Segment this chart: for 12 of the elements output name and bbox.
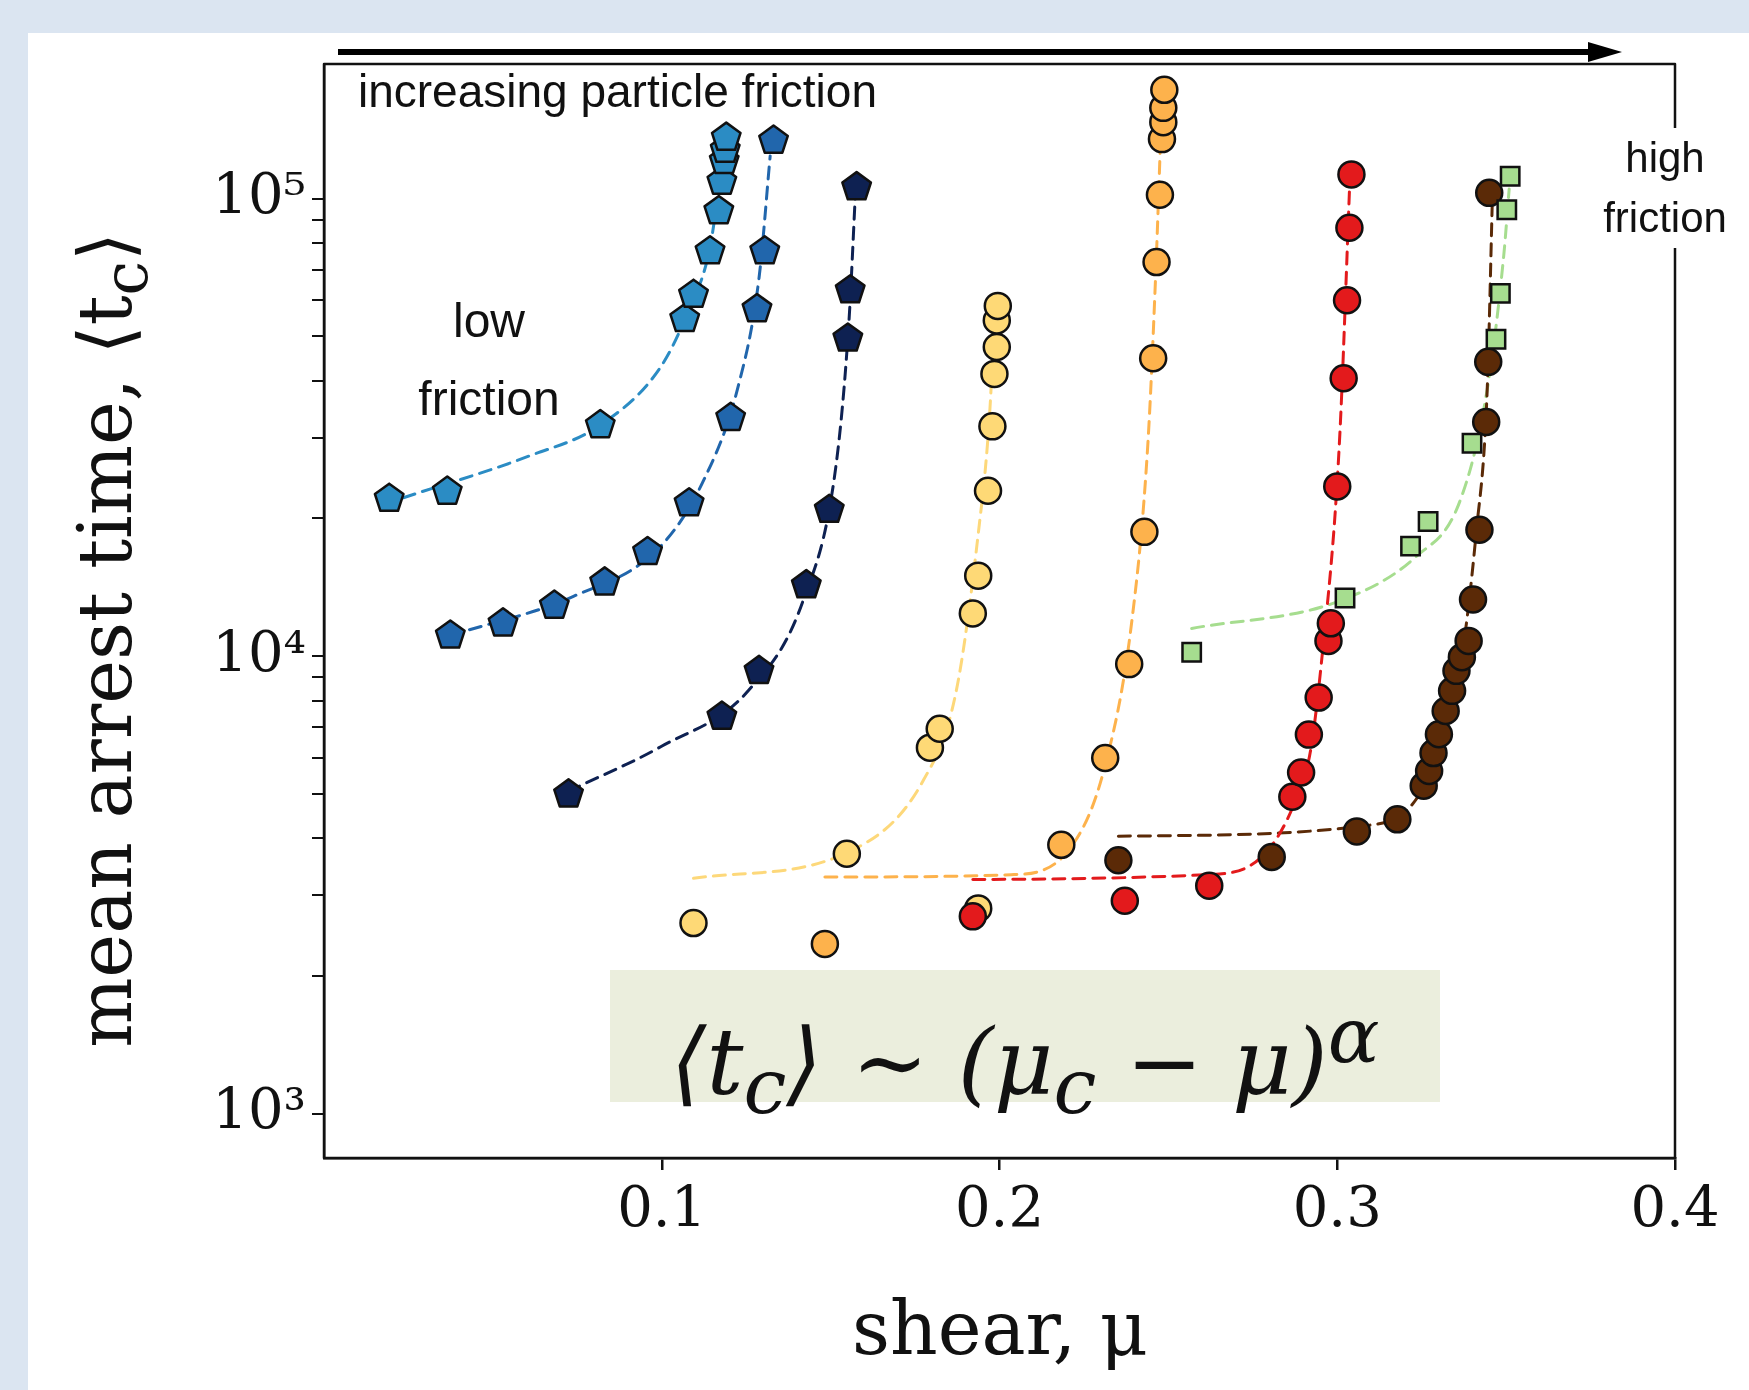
x-tick-label: 0.2 bbox=[954, 1174, 1045, 1240]
x-axis-title: shear, μ bbox=[852, 1285, 1148, 1371]
x-tick-label: 0.1 bbox=[617, 1174, 707, 1240]
x-tick-label: 0.3 bbox=[1292, 1174, 1382, 1240]
y-tick-label: 10⁵ bbox=[212, 161, 306, 227]
x-tick-label: 0.4 bbox=[1630, 1174, 1720, 1240]
annotation: low friction bbox=[417, 293, 561, 427]
y-tick-label: 10³ bbox=[212, 1076, 306, 1142]
y-tick-label: 10⁴ bbox=[212, 618, 306, 684]
annotation: high friction bbox=[1585, 128, 1745, 248]
annotation: increasing particle friction bbox=[358, 64, 878, 118]
annotation: ⟨t$_{c}$⟩ ∼ (μ$_{c}$ − μ)$^{α}$ bbox=[669, 990, 1381, 1132]
